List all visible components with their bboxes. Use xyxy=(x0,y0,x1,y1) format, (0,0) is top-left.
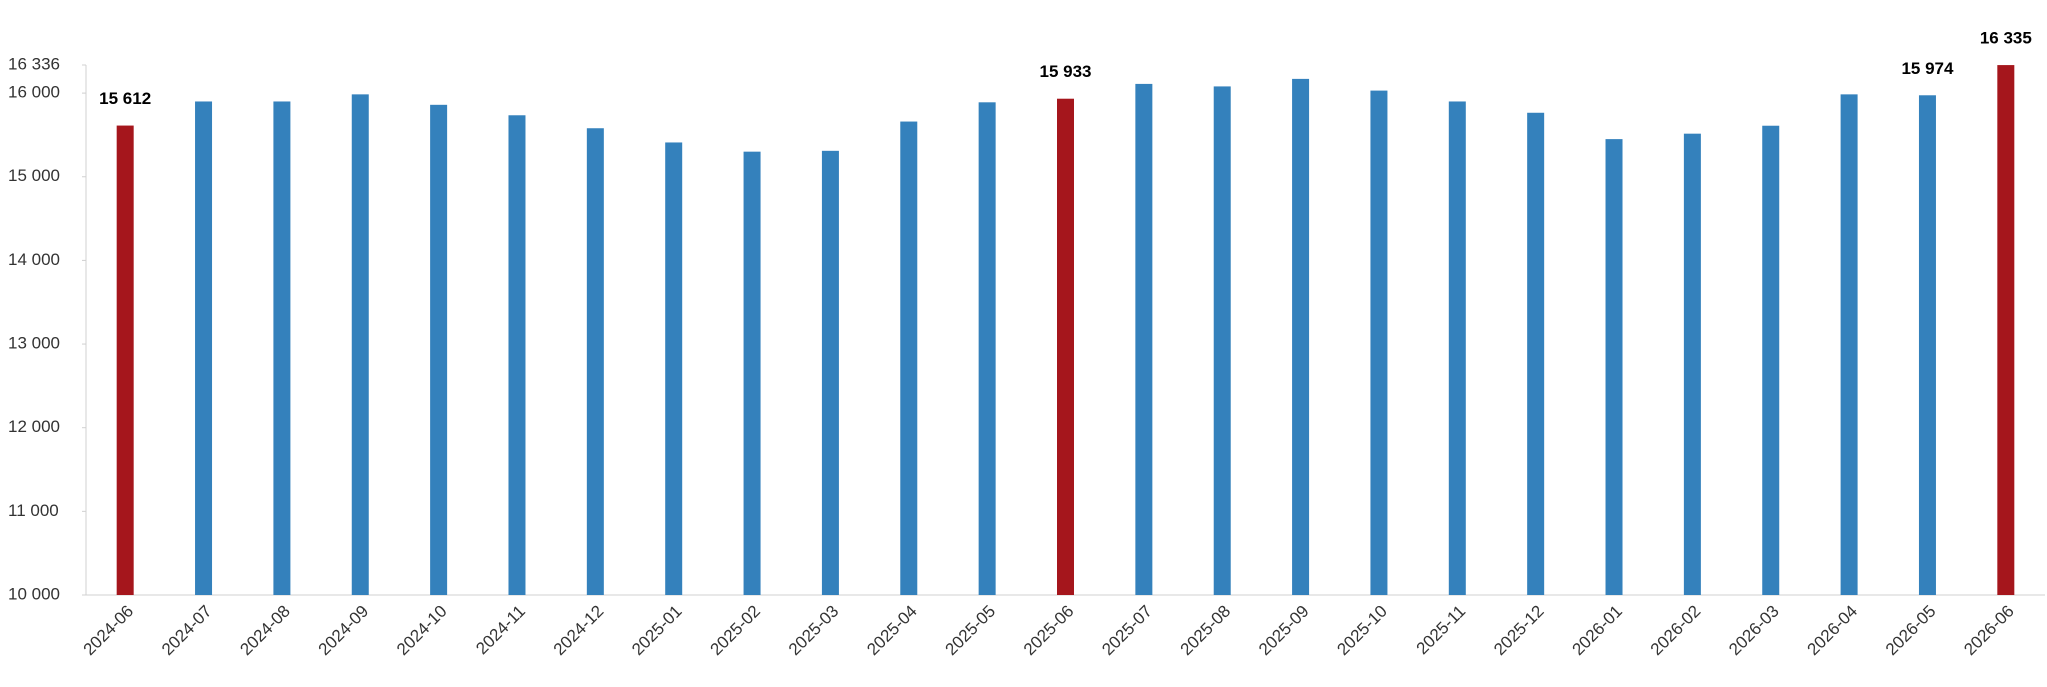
y-tick-label: 13 000 xyxy=(8,334,60,353)
bar xyxy=(430,104,448,595)
x-tick-label: 2026-03 xyxy=(1725,602,1783,660)
x-tick-label: 2026-06 xyxy=(1960,602,2018,660)
y-tick-label: 11 000 xyxy=(8,501,59,520)
value-label: 15 933 xyxy=(1040,62,1092,81)
bar xyxy=(1683,133,1701,595)
x-tick-label: 2025-06 xyxy=(1020,602,1078,660)
bar xyxy=(1997,65,2015,596)
bar xyxy=(1840,94,1858,596)
bar xyxy=(1292,78,1310,595)
x-tick-label: 2024-09 xyxy=(315,602,373,660)
bar xyxy=(1370,90,1388,595)
x-tick-label: 2024-06 xyxy=(80,602,138,660)
bar xyxy=(665,142,683,595)
x-tick-label: 2025-08 xyxy=(1177,602,1235,660)
x-tick-label: 2025-07 xyxy=(1098,602,1156,660)
x-tick-label: 2024-11 xyxy=(472,602,529,659)
bar xyxy=(1448,101,1466,596)
x-tick-label: 2025-11 xyxy=(1413,602,1470,659)
x-tick-label: 2026-01 xyxy=(1568,602,1626,660)
bar xyxy=(1762,125,1780,596)
value-label: 15 612 xyxy=(99,89,151,108)
bar xyxy=(1527,112,1545,595)
x-tick-label: 2025-04 xyxy=(863,602,921,660)
x-tick-label: 2024-10 xyxy=(393,602,451,660)
bar xyxy=(116,125,134,596)
x-tick-label: 2024-12 xyxy=(550,602,608,660)
bar xyxy=(821,150,839,596)
x-tick-label: 2025-05 xyxy=(942,602,1000,660)
bar xyxy=(1135,83,1153,596)
x-tick-label: 2024-07 xyxy=(158,602,216,660)
x-tick-label: 2026-04 xyxy=(1804,602,1862,660)
y-tick-label: 12 000 xyxy=(8,417,60,436)
value-label: 16 335 xyxy=(1980,29,2032,48)
bar xyxy=(1213,86,1231,596)
x-tick-label: 2025-01 xyxy=(628,602,686,660)
x-tick-label: 2026-02 xyxy=(1647,602,1705,660)
bar xyxy=(351,94,369,596)
x-tick-label: 2026-05 xyxy=(1882,602,1940,660)
y-tick-label: 14 000 xyxy=(8,250,60,269)
bar xyxy=(273,101,291,596)
bar xyxy=(978,102,996,596)
bar xyxy=(1605,139,1623,595)
x-tick-label: 2025-02 xyxy=(707,602,765,660)
bar xyxy=(1918,95,1936,595)
y-tick-label: 16 000 xyxy=(8,83,60,102)
x-tick-label: 2024-08 xyxy=(236,602,294,660)
y-tick-label: 10 000 xyxy=(8,584,60,603)
bar xyxy=(586,128,604,595)
y-tick-label: 16 336 xyxy=(8,54,60,73)
y-tick-label: 15 000 xyxy=(8,166,60,185)
x-tick-label: 2025-10 xyxy=(1333,602,1391,660)
x-tick-label: 2025-03 xyxy=(785,602,843,660)
bar xyxy=(743,151,761,596)
bar xyxy=(1057,98,1074,595)
bar xyxy=(900,121,918,595)
bar xyxy=(508,115,526,595)
x-tick-label: 2025-09 xyxy=(1255,602,1313,660)
bar xyxy=(195,101,213,596)
value-label: 15 974 xyxy=(1901,59,1954,78)
x-tick-label: 2025-12 xyxy=(1490,602,1548,660)
